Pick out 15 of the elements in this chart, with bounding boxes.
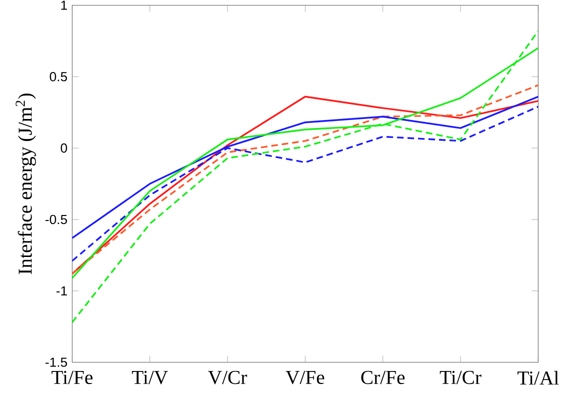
y-tick-label: -1 (56, 286, 67, 296)
y-tick-label: -0.5 (46, 214, 68, 224)
x-tick-label: Ti/Al (518, 370, 559, 385)
x-tick-label: Cr/Fe (361, 370, 405, 384)
x-tick-label: Ti/Fe (52, 370, 92, 384)
x-tick-label: Ti/V (132, 370, 168, 384)
y-tick-label: -1.5 (46, 358, 68, 367)
x-tick-label: V/Fe (286, 370, 324, 384)
y-axis-title: Interface energy (J/m$^{2}$) (16, 94, 36, 274)
x-tick-label: V/Cr (208, 370, 248, 384)
y-tick-label: 1 (61, 0, 67, 10)
y-tick-label: 0.5 (50, 72, 68, 82)
y-tick-label: 0 (60, 143, 68, 153)
x-tick-label: Ti/Cr (440, 370, 482, 384)
line-series (72, 30, 538, 324)
